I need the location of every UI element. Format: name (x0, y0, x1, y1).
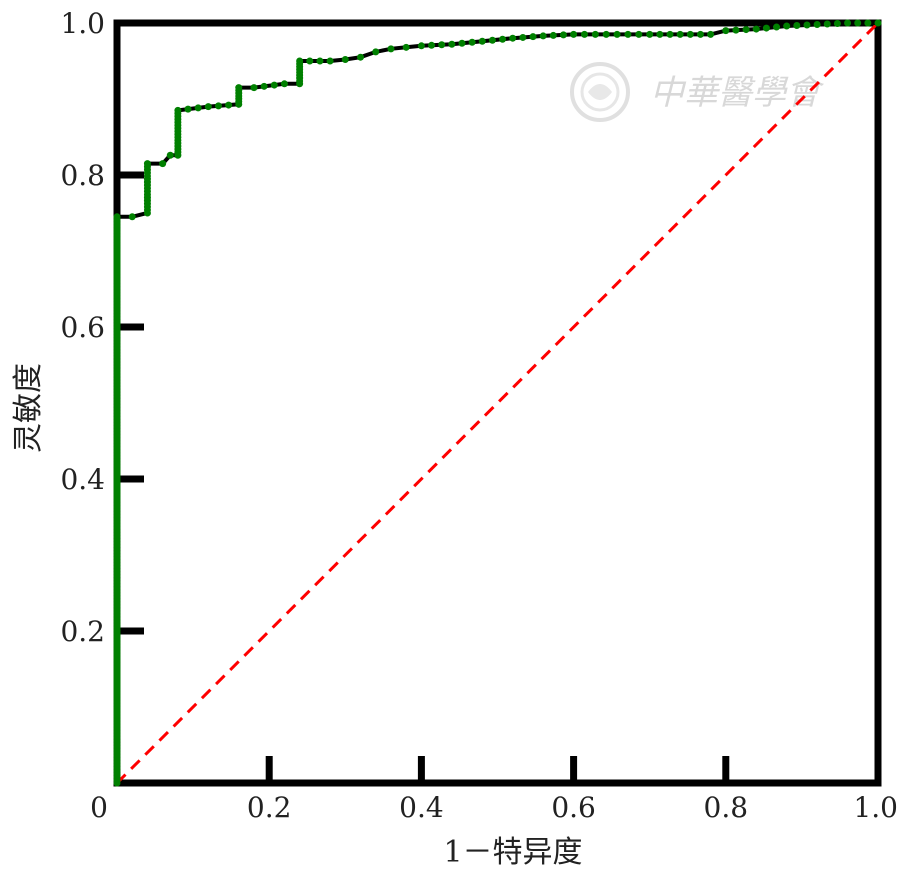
roc-point (864, 19, 872, 27)
roc-point (813, 21, 821, 29)
roc-point (128, 213, 136, 221)
y-axis-tick-labels: 0.2 0.4 0.6 0.8 1.0 (60, 7, 105, 648)
x-axis-tick-labels: 0 0.2 0.4 0.6 0.8 1.0 (90, 791, 898, 824)
x-tick-label: 0.4 (399, 791, 444, 824)
roc-point (844, 19, 852, 27)
roc-point (570, 30, 578, 38)
roc-point (113, 213, 121, 221)
roc-curve-points (113, 19, 882, 787)
roc-point (686, 30, 694, 38)
roc-point (143, 160, 151, 168)
roc-point (529, 33, 537, 41)
roc-point (707, 30, 715, 38)
roc-point (184, 105, 192, 113)
roc-point (235, 84, 243, 92)
y-tick-label: 0.8 (60, 159, 105, 192)
x-tick-label: 0.8 (704, 791, 749, 824)
y-axis-label: 灵敏度 (11, 363, 46, 453)
roc-point (174, 106, 182, 114)
roc-point (499, 35, 507, 43)
roc-point (260, 82, 268, 90)
y-tick-label: 0.2 (60, 615, 105, 648)
roc-point (793, 22, 801, 30)
roc-point (357, 53, 365, 61)
roc-point (438, 41, 446, 49)
roc-point (823, 20, 831, 28)
roc-point (296, 57, 304, 65)
roc-point (646, 30, 654, 38)
y-axis-tick-marks (117, 19, 144, 635)
roc-point (833, 20, 841, 28)
roc-point (591, 30, 599, 38)
roc-point (602, 30, 610, 38)
roc-point (204, 103, 212, 111)
roc-point (722, 27, 730, 35)
y-tick-label: 1.0 (60, 7, 105, 40)
roc-point (280, 80, 288, 88)
roc-point (428, 41, 436, 49)
roc-point (372, 48, 380, 56)
roc-point (387, 45, 395, 53)
roc-point (635, 30, 643, 38)
roc-point (159, 160, 167, 168)
x-tick-label: 1.0 (853, 791, 898, 824)
roc-point (468, 38, 476, 46)
roc-point (803, 21, 811, 29)
x-tick-label: 0.2 (247, 791, 292, 824)
reference-diagonal-line (115, 21, 880, 785)
x-tick-label: 0 (90, 791, 108, 824)
roc-point (656, 30, 664, 38)
roc-point (448, 40, 456, 48)
roc-point (458, 39, 466, 47)
roc-point (783, 22, 791, 30)
y-tick-label: 0.6 (60, 311, 105, 344)
chinese-medical-association-seal-icon (570, 62, 630, 122)
roc-point (488, 36, 496, 44)
roc-point (194, 104, 202, 112)
roc-point (762, 24, 770, 32)
roc-point (478, 37, 486, 45)
roc-point (854, 19, 862, 27)
x-axis-tick-marks (265, 756, 730, 783)
roc-point (316, 57, 324, 65)
x-tick-label: 0.6 (551, 791, 596, 824)
roc-point (519, 33, 527, 41)
roc-point (773, 23, 781, 31)
roc-point (613, 30, 621, 38)
roc-point (225, 101, 233, 109)
roc-point (509, 34, 517, 42)
x-axis-label: 1－特异度 (443, 835, 582, 870)
roc-point (166, 151, 174, 159)
roc-point (417, 42, 425, 50)
watermark-text: 中華醫學會 (650, 73, 825, 113)
roc-point (580, 30, 588, 38)
roc-point (270, 81, 278, 89)
roc-point (874, 19, 882, 27)
roc-point (214, 102, 222, 110)
watermark: 中華醫學會 (570, 62, 825, 122)
roc-point (742, 26, 750, 34)
roc-point (326, 57, 334, 65)
roc-point (666, 30, 674, 38)
roc-point (306, 57, 314, 65)
roc-point (624, 30, 632, 38)
roc-point (402, 43, 410, 51)
roc-point (732, 26, 740, 34)
y-tick-label: 0.4 (60, 463, 105, 496)
roc-point (250, 84, 258, 92)
roc-point (539, 32, 547, 40)
roc-point (341, 55, 349, 63)
roc-point (696, 30, 704, 38)
roc-point (676, 30, 684, 38)
roc-point (752, 25, 760, 33)
roc-point (559, 31, 567, 39)
roc-point (549, 31, 557, 39)
